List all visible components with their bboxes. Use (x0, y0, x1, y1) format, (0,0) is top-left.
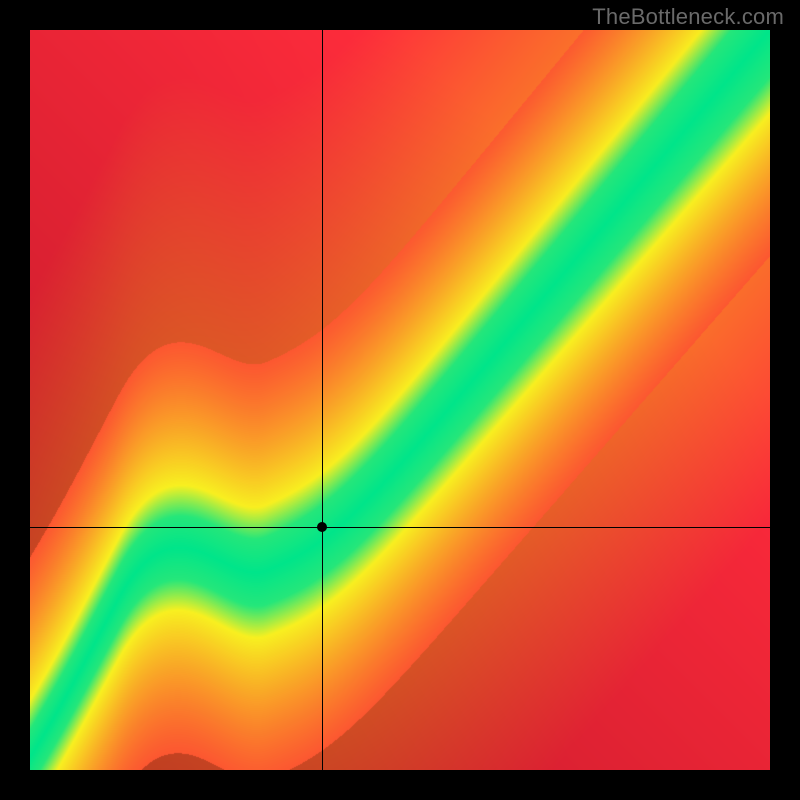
heatmap-canvas (30, 30, 770, 770)
crosshair-horizontal (30, 527, 770, 528)
crosshair-vertical (322, 30, 323, 770)
plot-area (30, 30, 770, 770)
watermark-text: TheBottleneck.com (592, 4, 784, 30)
chart-container: TheBottleneck.com (0, 0, 800, 800)
marker-dot (317, 522, 327, 532)
